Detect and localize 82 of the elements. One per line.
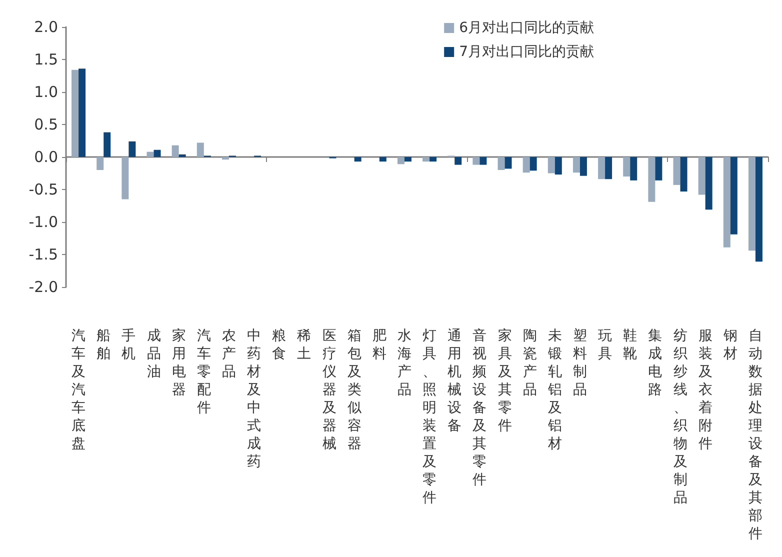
- x-tick-label: 粮食: [272, 328, 286, 362]
- bar: [554, 157, 562, 175]
- bar: [72, 70, 79, 157]
- bar: [379, 157, 386, 162]
- bar: [605, 157, 612, 180]
- bar: [354, 157, 362, 162]
- bar: [698, 157, 706, 195]
- bar: [648, 157, 656, 202]
- x-tick-label: 陶瓷产品: [522, 328, 537, 398]
- category-label: 纺织纱线、织物及制品: [673, 328, 688, 506]
- x-tick-label: 家用电器: [172, 328, 186, 398]
- x-tick-label: 水海产品: [397, 328, 412, 398]
- x-tick-label: 汽车及汽车底盘: [72, 328, 86, 452]
- bar: [78, 68, 86, 157]
- bar: [96, 157, 104, 170]
- x-tick-label: 船舶: [96, 328, 111, 362]
- bar: [598, 157, 606, 180]
- bar: [630, 157, 638, 180]
- category-label: 灯具、照明装置及零件: [422, 328, 437, 506]
- x-tick-label: 钢材: [722, 328, 738, 362]
- x-tick-label: 医疗仪器及器械: [322, 328, 336, 452]
- x-tick-label: 集成电路: [648, 328, 662, 398]
- bar: [522, 157, 530, 173]
- x-tick-label: 中药材及中式成药: [246, 328, 262, 470]
- bar: [397, 157, 404, 164]
- x-tick-label: 成品油: [146, 328, 161, 380]
- bar: [154, 150, 161, 157]
- bar: [548, 157, 555, 174]
- bar: [655, 157, 662, 180]
- bar: [498, 157, 505, 170]
- bar: [748, 157, 756, 251]
- y-tick-label: 1.5: [34, 50, 58, 68]
- bar: [730, 157, 738, 234]
- y-tick-label: 1.0: [34, 83, 58, 101]
- bar: [673, 157, 680, 185]
- x-tick-label: 未锻轧铝及铝材: [546, 328, 562, 452]
- bar: [705, 157, 712, 210]
- bar: [104, 132, 111, 157]
- bar: [572, 157, 580, 173]
- y-tick-label: 0.0: [34, 148, 58, 166]
- x-tick-label: 服装及衣着附件: [698, 328, 712, 452]
- x-tick-label: 箱包及类似容器: [347, 328, 362, 452]
- legend-label: 7月对出口同比的贡献: [459, 44, 594, 60]
- bar: [146, 152, 154, 157]
- bar: [122, 157, 129, 200]
- bar: [755, 157, 762, 262]
- x-tick-label: 手机: [122, 328, 136, 362]
- bar: [178, 154, 186, 157]
- bar: [623, 157, 630, 176]
- bar: [472, 157, 480, 165]
- y-tick-label: -0.5: [28, 180, 58, 198]
- bar: [530, 157, 537, 171]
- bar: [580, 157, 587, 176]
- legend-label: 6月对出口同比的贡献: [459, 20, 594, 36]
- bar: [680, 157, 688, 192]
- y-tick-label: 0.5: [34, 116, 58, 134]
- bar: [480, 157, 487, 165]
- x-tick-label: 稀土: [297, 328, 312, 362]
- bar: [128, 141, 136, 157]
- bar: [222, 157, 229, 160]
- bar: [723, 157, 730, 248]
- x-tick-label: 汽车零配件: [196, 328, 211, 416]
- bar: [422, 157, 430, 162]
- x-tick-label: 通用机械设备: [448, 328, 462, 434]
- bar: [430, 157, 437, 162]
- y-tick-label: -1.0: [28, 213, 58, 231]
- bar: [454, 157, 462, 165]
- y-tick-label: 2.0: [34, 18, 58, 36]
- x-tick-label: 农产品: [222, 328, 236, 380]
- x-tick-label: 肥料: [372, 328, 386, 362]
- bar: [404, 157, 412, 162]
- x-tick-label: 塑料制品: [572, 328, 587, 398]
- bar: [504, 157, 512, 169]
- y-tick-label: -2.0: [28, 278, 58, 296]
- category-label: 自动数据处理设备及其部件: [748, 328, 762, 542]
- x-tick-label: 家具及其零件: [498, 328, 512, 434]
- y-tick-label: -1.5: [28, 246, 58, 264]
- bar: [196, 142, 204, 157]
- category-label: 音视频设备及其零件: [472, 328, 487, 488]
- x-tick-label: 鞋靴: [623, 328, 638, 362]
- x-tick-label: 玩具: [598, 328, 612, 362]
- bar: [172, 145, 179, 157]
